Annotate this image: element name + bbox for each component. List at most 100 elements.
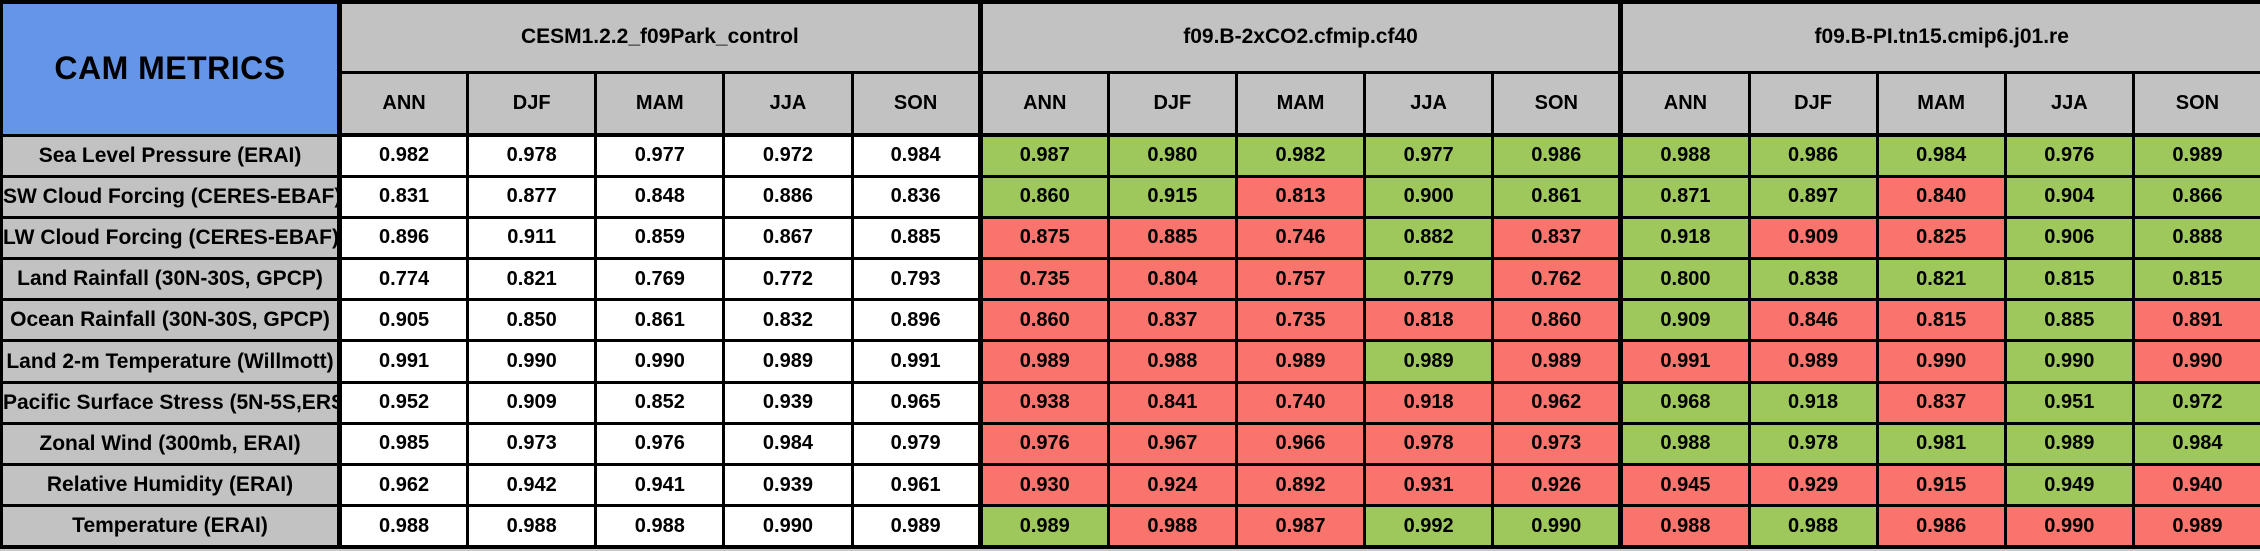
metric-value-cell: 0.988	[594, 504, 726, 550]
metric-value-cell: 0.945	[1618, 462, 1751, 508]
metric-value-cell: 0.989	[1491, 339, 1623, 384]
metric-value-cell: 0.938	[977, 380, 1110, 425]
metric-value-cell: 0.984	[722, 421, 854, 467]
metric-value-cell: 0.926	[1491, 462, 1623, 508]
metric-value-cell: 0.982	[336, 133, 470, 178]
metric-value-cell: 0.976	[977, 421, 1110, 467]
metric-row-8: Relative Humidity (ERAI) 0.962 0.942 0.941 0…	[0, 462, 2260, 508]
metric-value-cell: 0.988	[1618, 133, 1751, 178]
season-header-1-djf: DJF	[1106, 70, 1238, 137]
metric-value-cell: 0.897	[1747, 174, 1879, 219]
metric-value-cell: 0.986	[1747, 133, 1879, 178]
metric-value-cell: 0.978	[1363, 421, 1495, 467]
metric-value-cell: 0.984	[1875, 133, 2007, 178]
metric-value-cell: 0.818	[1363, 298, 1495, 343]
metric-value-cell: 0.815	[2131, 257, 2260, 302]
metric-value-cell: 0.918	[1618, 215, 1751, 261]
metric-value-cell: 0.821	[466, 257, 598, 302]
metric-value-cell: 0.909	[1747, 215, 1879, 261]
metric-value-cell: 0.967	[1106, 421, 1238, 467]
metric-value-cell: 0.793	[850, 257, 982, 302]
metric-value-cell: 0.831	[336, 174, 470, 219]
metric-value-cell: 0.815	[2003, 257, 2135, 302]
metric-row-label: Relative Humidity (ERAI)	[0, 462, 341, 508]
metric-value-cell: 0.832	[722, 298, 854, 343]
metric-value-cell: 0.968	[1618, 380, 1751, 425]
metric-value-cell: 0.978	[466, 133, 598, 178]
metric-value-cell: 0.990	[594, 339, 726, 384]
metric-value-cell: 0.982	[1234, 133, 1367, 178]
metric-value-cell: 0.990	[722, 504, 854, 550]
metric-value-cell: 0.977	[1363, 133, 1495, 178]
metric-value-cell: 0.836	[850, 174, 982, 219]
metric-value-cell: 0.860	[977, 174, 1110, 219]
season-header-2-ann: ANN	[1618, 70, 1751, 137]
metric-value-cell: 0.877	[466, 174, 598, 219]
metric-value-cell: 0.861	[594, 298, 726, 343]
metric-value-cell: 0.989	[1363, 339, 1495, 384]
metric-value-cell: 0.885	[2003, 298, 2135, 343]
metric-value-cell: 0.740	[1234, 380, 1367, 425]
metric-value-cell: 0.871	[1618, 174, 1751, 219]
metric-value-cell: 0.972	[2131, 380, 2260, 425]
metric-value-cell: 0.779	[1363, 257, 1495, 302]
table-title: CAM METRICS	[0, 0, 341, 137]
metric-value-cell: 0.841	[1106, 380, 1238, 425]
metric-row-label: Zonal Wind (300mb, ERAI)	[0, 421, 341, 467]
metric-value-cell: 0.986	[1491, 133, 1623, 178]
season-header-0-jja: JJA	[722, 70, 854, 137]
metric-value-cell: 0.966	[1234, 421, 1367, 467]
metric-value-cell: 0.891	[2131, 298, 2260, 343]
metric-value-cell: 0.909	[466, 380, 598, 425]
metric-value-cell: 0.987	[1234, 504, 1367, 550]
metric-value-cell: 0.896	[336, 215, 470, 261]
season-header-0-son: SON	[850, 70, 982, 137]
metric-value-cell: 0.735	[1234, 298, 1367, 343]
metric-value-cell: 0.762	[1491, 257, 1623, 302]
metric-row-label: Land Rainfall (30N-30S, GPCP)	[0, 257, 341, 302]
metric-value-cell: 0.941	[594, 462, 726, 508]
metric-value-cell: 0.972	[722, 133, 854, 178]
metric-value-cell: 0.924	[1106, 462, 1238, 508]
metric-value-cell: 0.896	[850, 298, 982, 343]
metric-value-cell: 0.978	[1747, 421, 1879, 467]
metric-value-cell: 0.990	[2003, 339, 2135, 384]
metric-value-cell: 0.984	[2131, 421, 2260, 467]
metric-value-cell: 0.837	[1491, 215, 1623, 261]
metric-row-1: SW Cloud Forcing (CERES-EBAF) 0.831 0.877 0…	[0, 174, 2260, 219]
metric-value-cell: 0.962	[336, 462, 470, 508]
metric-value-cell: 0.860	[977, 298, 1110, 343]
season-header-2-son: SON	[2131, 70, 2260, 137]
metric-value-cell: 0.838	[1747, 257, 1879, 302]
metric-value-cell: 0.989	[850, 504, 982, 550]
season-header-row: ANN DJF MAM JJA SON ANN DJF MAM JJA SON ANN DJF MAM J…	[2, 70, 2260, 137]
metric-row-3: Land Rainfall (30N-30S, GPCP) 0.774 0.821 0…	[0, 257, 2260, 302]
model-header-2: f09.B-PI.tn15.cmip6.j01.re	[1618, 0, 2260, 74]
metric-value-cell: 0.930	[977, 462, 1110, 508]
metric-value-cell: 0.977	[594, 133, 726, 178]
metric-value-cell: 0.989	[977, 339, 1110, 384]
metric-row-9: Temperature (ERAI) 0.988 0.988 0.988 0.990 0.…	[0, 504, 2260, 550]
metric-value-cell: 0.987	[977, 133, 1110, 178]
metric-row-label: Ocean Rainfall (30N-30S, GPCP)	[0, 298, 341, 343]
season-header-2-djf: DJF	[1747, 70, 1879, 137]
metric-value-cell: 0.991	[336, 339, 470, 384]
metric-value-cell: 0.848	[594, 174, 726, 219]
metric-value-cell: 0.800	[1618, 257, 1751, 302]
metric-value-cell: 0.900	[1363, 174, 1495, 219]
metric-value-cell: 0.813	[1234, 174, 1367, 219]
season-header-0-djf: DJF	[466, 70, 598, 137]
metric-row-0: Sea Level Pressure (ERAI) 0.982 0.978 0.977…	[0, 133, 2260, 178]
season-header-1-jja: JJA	[1363, 70, 1495, 137]
metric-value-cell: 0.746	[1234, 215, 1367, 261]
season-header-1-son: SON	[1491, 70, 1623, 137]
metric-value-cell: 0.989	[2131, 504, 2260, 550]
metric-row-2: LW Cloud Forcing (CERES-EBAF) 0.896 0.911 0…	[0, 215, 2260, 261]
metric-value-cell: 0.988	[1618, 504, 1751, 550]
metric-row-5: Land 2-m Temperature (Willmott) 0.991 0.99…	[0, 339, 2260, 384]
metric-value-cell: 0.905	[336, 298, 470, 343]
metric-value-cell: 0.840	[1875, 174, 2007, 219]
model-header-0: CESM1.2.2_f09Park_control	[337, 0, 982, 74]
